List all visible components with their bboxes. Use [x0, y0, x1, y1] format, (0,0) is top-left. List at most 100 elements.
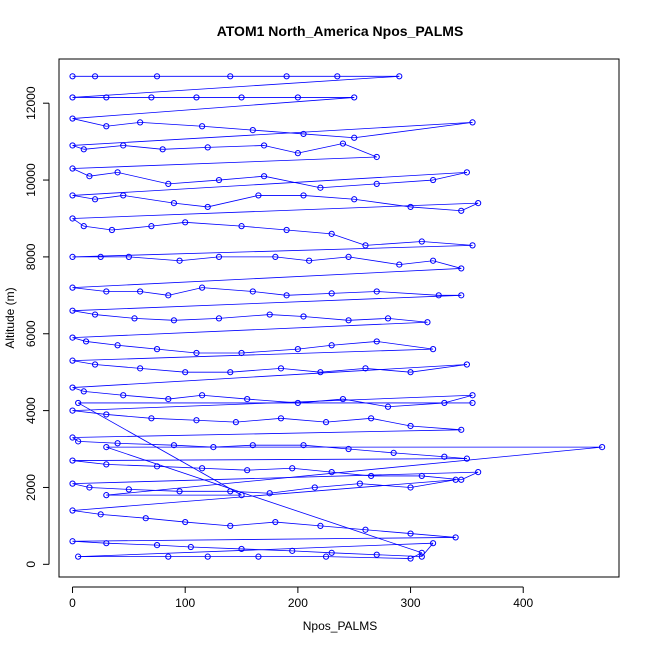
data-point: [80, 223, 87, 230]
data-point: [170, 317, 178, 324]
series-0-segment: [123, 145, 163, 150]
series-0-segment: [72, 471, 479, 485]
data-point: [86, 173, 93, 180]
data-point: [176, 488, 183, 495]
data-point: [170, 442, 178, 449]
series-0-segment: [95, 364, 141, 369]
series-0-segment: [269, 314, 304, 317]
data-point: [322, 419, 330, 426]
data-point: [204, 553, 211, 560]
series-0-segment: [387, 317, 428, 323]
series-0-segment: [275, 521, 321, 527]
series-0-segment: [100, 513, 146, 519]
series-0-segment: [173, 202, 208, 208]
data-point: [328, 230, 335, 237]
data-point: [153, 73, 161, 80]
series-0-segment: [123, 195, 174, 204]
series-0-segment: [83, 145, 124, 150]
data-point: [373, 288, 380, 295]
series-0-segment: [72, 348, 434, 362]
data-point: [368, 415, 375, 422]
series-0-segment: [286, 229, 332, 235]
data-point: [452, 534, 459, 541]
x-tick-label: 200: [288, 596, 308, 610]
series-0-segment: [162, 146, 208, 150]
data-point: [69, 94, 76, 101]
data-point: [153, 542, 161, 549]
series-0-segment: [286, 293, 332, 296]
data-point: [69, 407, 76, 414]
series-0-segment: [106, 464, 158, 467]
data-point: [429, 346, 437, 353]
data-point: [322, 553, 330, 560]
data-point: [255, 553, 262, 560]
series-0-segment: [78, 542, 434, 558]
data-point: [407, 203, 414, 211]
series-0-segment: [83, 225, 113, 231]
data-point: [356, 480, 363, 487]
data-point: [238, 545, 245, 553]
series-0-segment: [72, 458, 467, 461]
data-point: [362, 365, 369, 372]
series-0-segment: [303, 133, 355, 139]
series-0-segment: [252, 129, 304, 135]
data-point: [182, 219, 189, 226]
data-point: [176, 257, 183, 264]
series-0-segment: [202, 287, 253, 292]
series-0-segment: [202, 467, 248, 471]
data-point: [441, 399, 448, 407]
series-0-segment: [72, 364, 467, 388]
series-0-segment: [151, 417, 197, 421]
series-0-segment: [72, 479, 456, 511]
data-point: [75, 553, 82, 560]
data-point: [475, 200, 482, 207]
series-0-segment: [320, 525, 366, 531]
data-point: [193, 349, 200, 357]
series-0-segment: [145, 517, 186, 523]
series-0-segment: [207, 195, 259, 208]
data-point: [103, 94, 110, 101]
data-point: [103, 461, 110, 468]
data-point: [407, 369, 414, 376]
data-point: [373, 180, 380, 187]
series-0-segment: [365, 367, 411, 373]
series-0-segment: [117, 442, 174, 446]
data-point: [339, 395, 347, 403]
data-point: [407, 422, 414, 430]
series-0-segment: [303, 316, 349, 321]
series-0-segment: [95, 314, 135, 319]
series-0-segment: [241, 348, 298, 354]
data-point: [429, 540, 437, 547]
data-point: [148, 415, 155, 422]
data-point: [317, 184, 324, 191]
data-point: [75, 399, 82, 407]
data-point: [69, 538, 76, 545]
data-point: [407, 484, 414, 491]
series-0-segment: [241, 548, 293, 552]
data-point: [204, 203, 211, 211]
data-point: [300, 130, 307, 138]
data-point: [198, 465, 206, 472]
series-0-segment: [269, 487, 315, 494]
data-point: [384, 403, 392, 410]
data-point: [159, 146, 166, 153]
data-point: [368, 472, 375, 480]
data-point: [458, 207, 465, 214]
series-0-segment: [331, 291, 377, 294]
series-0-segment: [72, 202, 479, 219]
data-point: [272, 518, 279, 526]
data-point: [69, 284, 76, 291]
data-point: [103, 123, 110, 130]
data-point: [351, 196, 358, 203]
series-0-segment: [444, 394, 473, 404]
data-point: [227, 488, 234, 495]
data-point: [339, 140, 347, 147]
data-point: [407, 530, 414, 537]
data-point: [80, 146, 87, 153]
data-point: [125, 253, 132, 261]
data-point: [103, 492, 110, 499]
series-0-segment: [275, 256, 310, 262]
data-point: [198, 123, 206, 130]
data-point: [300, 313, 307, 320]
data-point: [91, 311, 99, 318]
